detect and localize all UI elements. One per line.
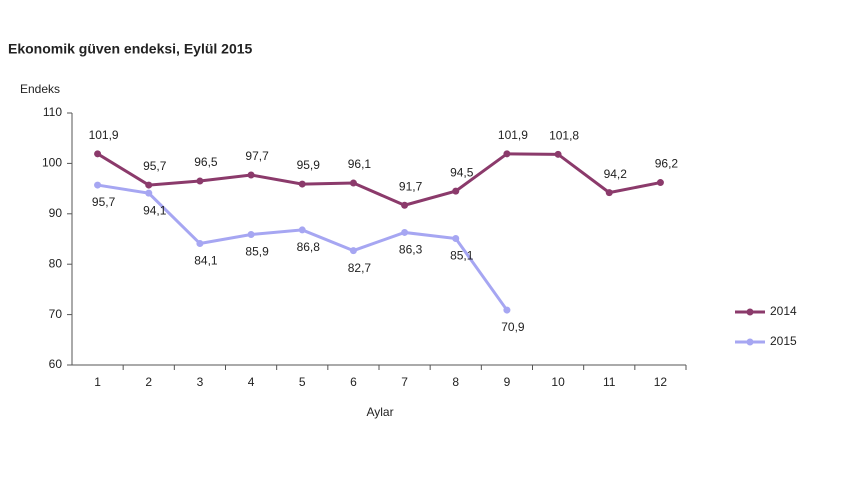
x-tick-label: 9 [504, 375, 511, 389]
point [196, 177, 204, 185]
data-label: 85,1 [450, 249, 474, 263]
data-label: 96,1 [348, 157, 372, 171]
legend-label: 2015 [770, 334, 797, 348]
point [145, 189, 153, 197]
data-label: 97,7 [245, 149, 269, 163]
point [401, 201, 409, 209]
x-tick-label: 11 [603, 375, 616, 389]
point [401, 228, 409, 236]
point [554, 150, 562, 158]
point [196, 240, 204, 248]
x-tick-label: 12 [654, 375, 668, 389]
data-label: 85,9 [245, 245, 269, 259]
data-label: 101,9 [498, 128, 528, 142]
legend-marker [746, 308, 754, 316]
x-tick-label: 3 [197, 375, 204, 389]
data-label: 96,2 [655, 157, 679, 171]
data-label: 95,7 [92, 195, 116, 209]
point [145, 181, 153, 189]
point [656, 179, 664, 187]
point [605, 189, 613, 197]
point [349, 247, 357, 255]
data-label: 82,7 [348, 261, 372, 275]
x-tick-label: 5 [299, 375, 306, 389]
y-tick-label: 90 [49, 206, 63, 220]
point [503, 306, 511, 314]
point [349, 179, 357, 187]
x-tick-label: 7 [401, 375, 408, 389]
data-label: 70,9 [501, 320, 525, 334]
data-label: 94,2 [604, 167, 628, 181]
data-label: 84,1 [194, 254, 218, 268]
x-tick-label: 4 [248, 375, 255, 389]
point [298, 226, 306, 234]
y-tick-label: 100 [42, 156, 62, 170]
point [298, 180, 306, 188]
y-tick-label: 70 [49, 307, 63, 321]
y-tick-label: 80 [49, 256, 63, 270]
x-axis-label: Aylar [366, 405, 393, 419]
x-tick-label: 2 [145, 375, 152, 389]
data-label: 96,5 [194, 155, 218, 169]
x-tick-label: 10 [551, 375, 565, 389]
y-tick-label: 60 [49, 357, 63, 371]
data-label: 91,7 [399, 179, 423, 193]
x-tick-label: 8 [452, 375, 459, 389]
x-tick-label: 6 [350, 375, 357, 389]
legend-label: 2014 [770, 304, 797, 318]
data-label: 86,3 [399, 243, 423, 257]
chart-title: Ekonomik güven endeksi, Eylül 2015 [8, 41, 253, 57]
point [452, 187, 460, 195]
point [452, 234, 460, 242]
data-label: 94,1 [143, 203, 167, 217]
series-line [96, 152, 661, 207]
legend-marker [746, 338, 754, 346]
x-tick-label: 1 [94, 375, 101, 389]
point [247, 171, 255, 179]
point [503, 150, 511, 158]
data-label: 95,7 [143, 159, 167, 173]
y-axis-label: Endeks [20, 82, 60, 96]
data-label: 94,5 [450, 165, 474, 179]
point [94, 150, 102, 158]
data-label: 86,8 [297, 240, 321, 254]
data-label: 101,8 [549, 128, 579, 142]
point [247, 230, 255, 238]
data-label: 95,9 [297, 158, 321, 172]
point [94, 181, 102, 189]
data-label: 101,9 [89, 128, 119, 142]
y-tick-label: 110 [43, 105, 62, 119]
